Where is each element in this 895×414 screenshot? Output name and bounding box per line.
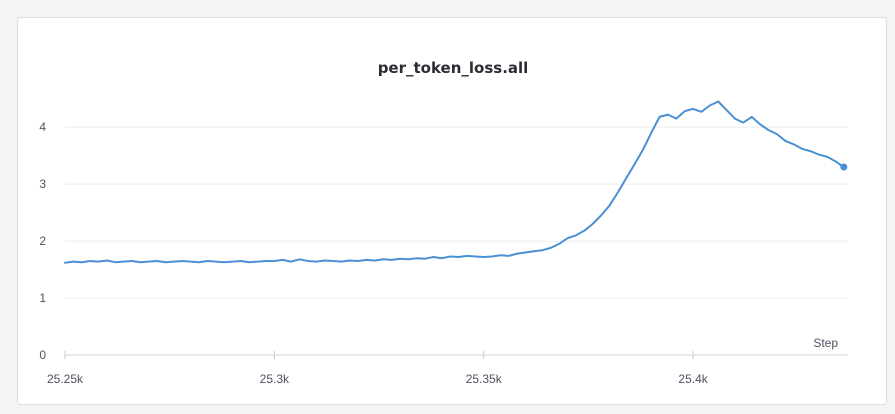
x-tick-label: 25.35k [466,372,503,386]
y-tick-label: 4 [39,120,46,134]
y-axis-ticks: 0 1 2 3 4 [39,120,46,362]
y-tick-label: 1 [39,291,46,305]
y-tick-label: 3 [39,177,46,191]
x-tick-label: 25.25k [47,372,84,386]
chart-title: per_token_loss.all [378,59,529,77]
series-end-point[interactable] [840,163,848,171]
line-chart[interactable]: per_token_loss.all 0 1 2 3 4 25.25k 25.3k 25.3… [18,18,888,406]
series-line[interactable] [64,100,845,264]
x-axis-title: Step [813,336,838,350]
series-group[interactable] [64,100,848,264]
y-tick-label: 2 [39,234,46,248]
grid [65,126,848,299]
x-tick-label: 25.3k [260,372,290,386]
chart-panel: per_token_loss.all 0 1 2 3 4 25.25k 25.3k 25.3… [17,17,887,405]
y-tick-label: 0 [39,348,46,362]
x-axis-ticks: 25.25k 25.3k 25.35k 25.4k [47,351,709,386]
x-tick-label: 25.4k [678,372,708,386]
